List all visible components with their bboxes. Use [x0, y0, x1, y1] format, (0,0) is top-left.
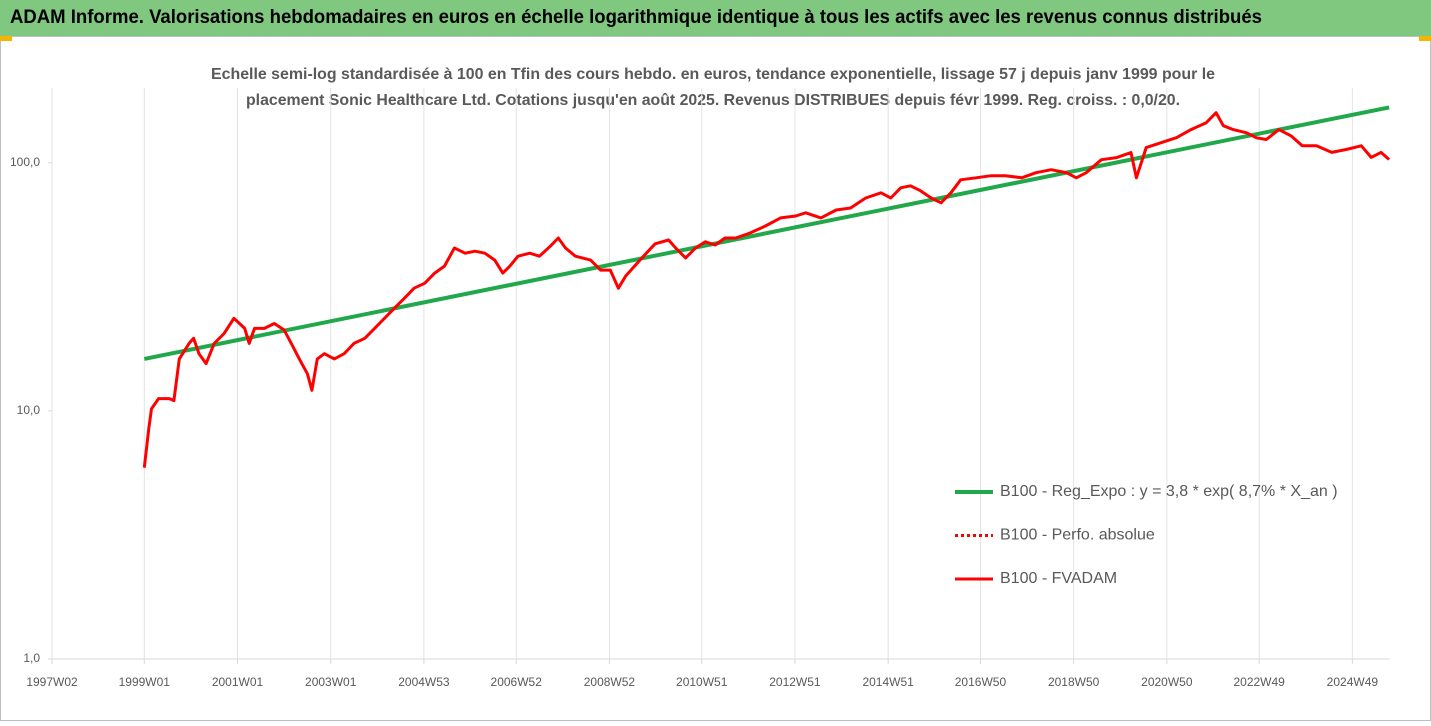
x-tick-label: 2018W50: [1048, 675, 1100, 689]
x-tick-label: 2012W51: [769, 675, 821, 689]
corner-mark: [0, 36, 12, 41]
x-tick-label: 2014W51: [862, 675, 914, 689]
x-tick-label: 2024W49: [1327, 675, 1379, 689]
x-tick-label: 1999W01: [119, 675, 171, 689]
x-tick-label: 2020W50: [1141, 675, 1193, 689]
x-tick-label: 1997W02: [26, 675, 78, 689]
x-tick-label: 2008W52: [584, 675, 636, 689]
y-tick-label: 10,0: [17, 403, 41, 417]
chart-subtitle: Echelle semi-log standardisée à 100 en T…: [211, 66, 1215, 83]
series-line: [143, 105, 1390, 361]
x-tick-label: 2003W01: [305, 675, 357, 689]
y-tick-label: 100,0: [10, 155, 40, 169]
y-tick-label: 1,0: [23, 651, 40, 665]
legend-label: B100 - Reg_Expo : y = 3,8 * exp( 8,7% * …: [1000, 483, 1338, 500]
legend-label: B100 - Perfo. absolue: [1000, 527, 1155, 544]
legend-label: B100 - FVADAM: [1000, 570, 1117, 587]
x-tick-label: 2006W52: [491, 675, 543, 689]
chart-border: [0, 36, 1431, 721]
x-tick-label: 2022W49: [1233, 675, 1285, 689]
title-bar: [0, 0, 1431, 36]
series-line: [142, 111, 1391, 468]
x-tick-label: 2010W51: [676, 675, 728, 689]
x-tick-label: 2001W01: [212, 675, 264, 689]
chart-subtitle: placement Sonic Healthcare Ltd. Cotation…: [246, 92, 1180, 109]
corner-mark: [1419, 36, 1431, 41]
x-tick-label: 2016W50: [955, 675, 1007, 689]
chart-title: ADAM Informe. Valorisations hebdomadaire…: [10, 7, 1262, 28]
x-tick-label: 2004W53: [398, 675, 450, 689]
